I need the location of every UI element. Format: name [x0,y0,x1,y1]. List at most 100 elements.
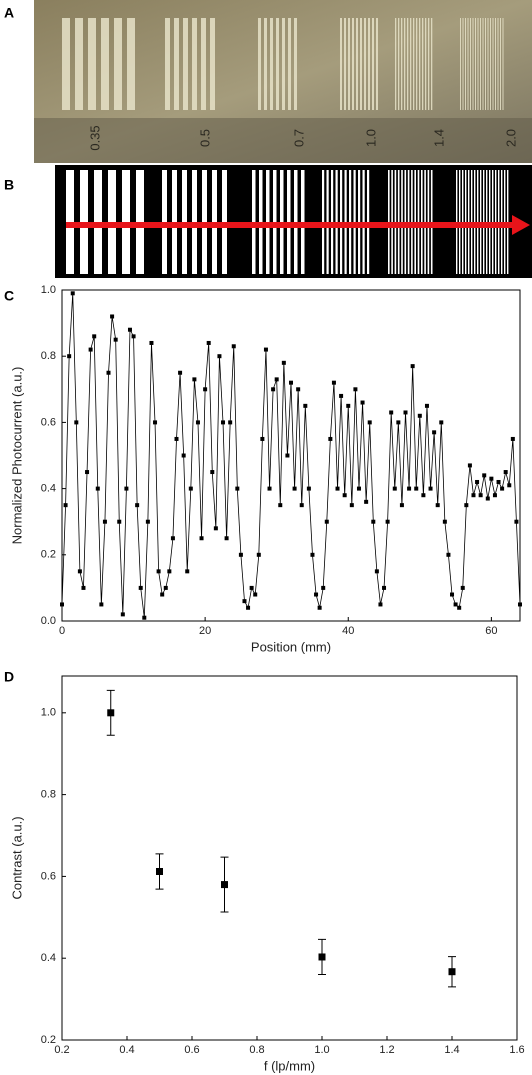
data-point [331,380,336,385]
data-point [482,473,487,478]
data-point [135,503,140,508]
data-point [88,347,93,352]
photo-shadow [34,118,532,163]
x-tick-label: 60 [485,625,497,637]
data-point [292,486,297,491]
data-point [389,410,394,415]
data-point [518,602,522,607]
x-tick-label: 1.0 [314,1044,329,1056]
photo-bar [348,18,350,110]
data-point [500,486,505,491]
data-point [396,420,401,425]
panel-label: B [4,177,14,193]
data-point [267,486,272,491]
photo-bar [401,18,403,110]
data-point [167,569,172,574]
data-point [507,483,512,488]
photo-bar [490,18,491,110]
data-point [210,470,215,475]
data-point [131,334,136,339]
data-point [95,486,100,491]
data-point [174,436,179,441]
panel-label: D [4,669,14,685]
photo-bar [431,18,433,110]
data-point [170,536,175,541]
photo-bar [344,18,346,110]
data-point [127,327,132,332]
data-point [145,519,150,524]
photo-bar [114,18,122,110]
data-point [228,420,233,425]
data-point [392,486,397,491]
data-point [356,486,361,491]
data-point [478,493,483,498]
data-point [185,569,190,574]
data-point [428,486,433,491]
data-point [328,436,333,441]
photo-bar [472,18,474,110]
photo-bar [482,18,484,110]
data-point [117,519,122,524]
data-point [367,420,372,425]
photo-bar [497,18,499,110]
data-point [324,519,329,524]
data-point [342,493,347,498]
photo-bar [210,18,215,110]
data-point [349,503,354,508]
data-point [221,420,226,425]
data-point [124,486,129,491]
y-tick-label: 1.0 [41,284,56,296]
data-point [206,340,211,345]
photo-bar [62,18,70,110]
data-point [195,420,200,425]
data-point [278,503,283,508]
data-point [371,519,376,524]
photo-bar [258,18,261,110]
data-point [306,486,311,491]
data-point [475,479,480,484]
data-point [453,602,458,607]
y-tick-label: 0.2 [41,1034,56,1046]
data-point [120,612,125,617]
data-point [296,387,301,392]
data-point [289,380,293,385]
data-point [199,536,204,541]
data-point [399,503,404,508]
data-point [224,536,229,541]
data-point [503,470,508,475]
data-point [446,552,451,557]
photo-bar [201,18,206,110]
photo-bar [352,18,354,110]
photo-bar [75,18,83,110]
data-point [138,585,143,590]
photo-bar [270,18,273,110]
photo-bar [407,18,409,110]
data-point [457,605,462,610]
x-axis-label: f (lp/mm) [264,1058,315,1073]
data-point [156,569,161,574]
photo-bar [165,18,170,110]
scale-label: 0.5 [197,129,212,147]
x-tick-label: 0.4 [119,1044,134,1056]
y-axis-label: Normalized Photocurrent (a.u.) [9,367,24,545]
y-tick-label: 1.0 [41,707,56,719]
data-point [485,496,490,501]
data-point [360,400,365,405]
data-point [242,599,247,604]
photo-bar [487,18,489,110]
data-point [407,486,412,491]
y-tick-label: 0.8 [41,350,56,362]
photo-bar [419,18,421,110]
data-point [414,486,419,491]
data-point [60,602,64,607]
data-point [460,585,465,590]
data-point [314,592,319,597]
data-point [263,347,268,352]
data-point [467,463,472,468]
arrow-head [512,215,530,235]
data-line [61,293,521,618]
data-point [271,387,276,392]
data-point [63,503,68,508]
data-point [353,387,358,392]
